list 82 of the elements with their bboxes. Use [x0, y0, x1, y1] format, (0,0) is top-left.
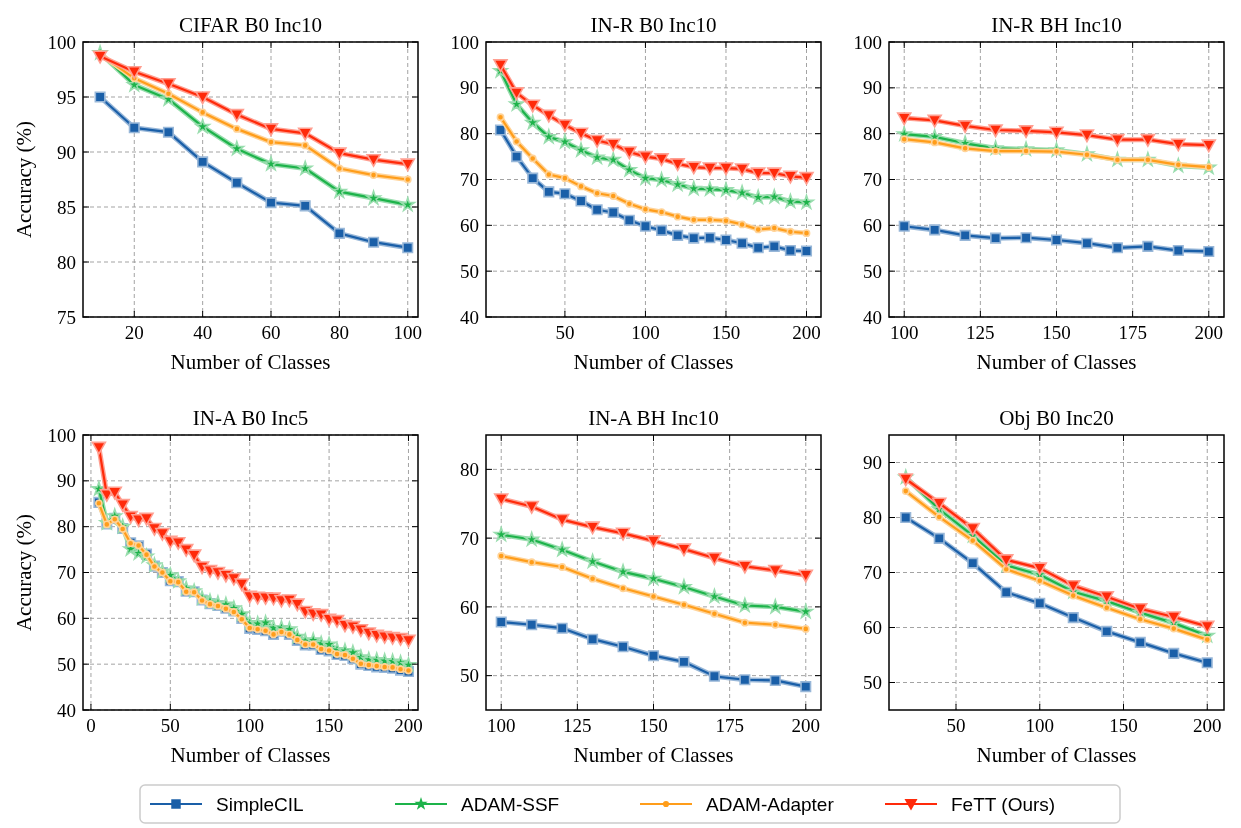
chart-title: IN-R B0 Inc10 — [590, 13, 717, 37]
chart-title: IN-R BH Inc10 — [991, 13, 1122, 37]
y-tick-label: 100 — [450, 31, 479, 53]
y-tick-label: 80 — [57, 251, 76, 273]
x-tick-label: 40 — [193, 322, 213, 343]
y-tick-label: 70 — [460, 527, 479, 549]
x-tick-label: 100 — [235, 715, 264, 736]
y-axis-title: Accuracy (%) — [12, 513, 36, 632]
y-tick-label: 90 — [863, 77, 882, 99]
x-tick-label: 50 — [946, 715, 966, 736]
x-tick-label: 80 — [329, 322, 349, 343]
y-tick-label: 80 — [460, 123, 479, 145]
legend-label: SimpleCIL — [216, 793, 304, 815]
x-tick-label: 100 — [393, 322, 422, 343]
legend-label: ADAM-Adapter — [706, 793, 835, 815]
y-tick-label: 50 — [460, 665, 479, 687]
x-tick-label: 200 — [792, 322, 821, 343]
y-tick-label: 80 — [863, 123, 882, 145]
x-tick-label: 125 — [966, 322, 995, 343]
x-tick-label: 200 — [1194, 322, 1224, 343]
x-tick-label: 150 — [711, 322, 741, 343]
y-tick-label: 50 — [863, 260, 882, 282]
y-tick-label: 90 — [460, 77, 479, 99]
y-tick-label: 40 — [460, 306, 479, 328]
x-tick-label: 60 — [261, 322, 281, 343]
x-tick-label: 125 — [563, 715, 592, 736]
x-axis-title: Number of Classes — [573, 350, 734, 374]
y-tick-label: 60 — [460, 214, 479, 236]
x-tick-label: 150 — [1042, 322, 1071, 343]
y-tick-label: 90 — [57, 470, 76, 492]
x-tick-label: 150 — [314, 715, 344, 736]
x-tick-label: 100 — [631, 322, 660, 343]
y-tick-label: 90 — [57, 141, 76, 163]
y-tick-label: 80 — [460, 459, 479, 481]
x-tick-label: 50 — [160, 715, 180, 736]
y-tick-label: 100 — [47, 31, 76, 53]
y-tick-label: 85 — [57, 196, 76, 218]
x-tick-label: 150 — [639, 715, 668, 736]
y-tick-label: 75 — [57, 306, 76, 328]
y-tick-label: 100 — [853, 31, 882, 53]
x-axis-title: Number of Classes — [976, 743, 1137, 767]
x-tick-label: 200 — [1193, 715, 1222, 736]
chart-title: Obj B0 Inc20 — [999, 406, 1114, 430]
y-tick-label: 70 — [57, 562, 76, 584]
y-tick-label: 70 — [863, 169, 882, 191]
x-axis-title: Number of Classes — [170, 350, 331, 374]
y-tick-label: 80 — [863, 507, 882, 529]
x-axis-title: Number of Classes — [573, 743, 734, 767]
x-tick-label: 200 — [791, 715, 821, 736]
chart-title: IN-A BH Inc10 — [588, 406, 719, 430]
y-tick-label: 70 — [460, 169, 479, 191]
y-tick-label: 60 — [863, 617, 882, 639]
x-tick-label: 150 — [1109, 715, 1138, 736]
y-axis-title: Accuracy (%) — [12, 120, 36, 239]
legend-label: FeTT (Ours) — [951, 793, 1056, 815]
x-axis-title: Number of Classes — [976, 350, 1137, 374]
x-tick-label: 200 — [394, 715, 423, 736]
y-tick-label: 50 — [460, 260, 479, 282]
x-tick-label: 175 — [715, 715, 744, 736]
x-tick-label: 100 — [486, 715, 516, 736]
y-tick-label: 80 — [57, 516, 76, 538]
y-tick-label: 95 — [57, 86, 76, 108]
y-tick-label: 100 — [47, 424, 76, 446]
y-tick-label: 60 — [57, 607, 76, 629]
y-tick-label: 40 — [57, 699, 76, 721]
y-tick-label: 70 — [863, 562, 882, 584]
y-tick-label: 60 — [863, 214, 882, 236]
y-tick-label: 90 — [863, 452, 882, 474]
chart-title: IN-A B0 Inc5 — [192, 406, 309, 430]
y-tick-label: 50 — [57, 653, 76, 675]
x-tick-label: 0 — [86, 715, 96, 736]
x-axis-title: Number of Classes — [170, 743, 331, 767]
x-tick-label: 100 — [889, 322, 919, 343]
x-tick-label: 175 — [1118, 322, 1147, 343]
legend-label: ADAM-SSF — [461, 793, 560, 815]
y-tick-label: 40 — [863, 306, 882, 328]
y-tick-label: 50 — [863, 672, 882, 694]
x-tick-label: 100 — [1025, 715, 1054, 736]
y-tick-label: 60 — [460, 596, 479, 618]
chart-title: CIFAR B0 Inc10 — [178, 13, 323, 37]
x-tick-label: 20 — [124, 322, 144, 343]
x-tick-label: 50 — [555, 322, 575, 343]
